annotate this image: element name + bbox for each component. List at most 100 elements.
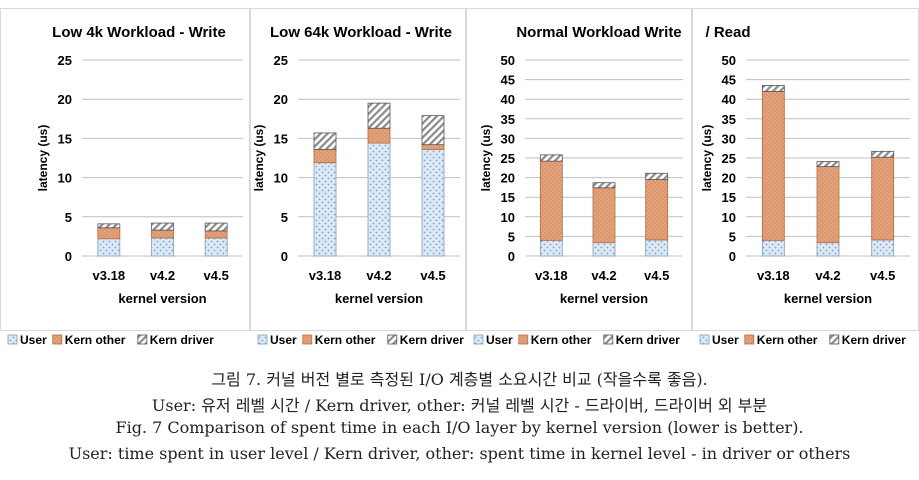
bar-segment-kern-other <box>761 90 785 241</box>
y-axis-label: latency (us) <box>479 125 493 192</box>
y-tick-label: 10 <box>58 171 72 186</box>
x-tick-label: v3.18 <box>309 268 342 283</box>
bar-segment-kern-driver <box>204 222 228 232</box>
y-tick-label: 25 <box>58 53 72 68</box>
bar-segment-kern-driver <box>592 182 616 189</box>
x-tick-label: v3.18 <box>93 268 126 283</box>
y-tick-label: 5 <box>65 210 72 225</box>
x-tick-label: v4.5 <box>644 268 669 283</box>
legend-label: Kern driver <box>842 333 906 347</box>
bar-segment-user <box>816 242 840 257</box>
bar-segment-user <box>539 239 563 257</box>
legend-label: Kern other <box>757 333 818 347</box>
legend-label: Kern other <box>315 333 376 347</box>
y-tick-label: 40 <box>501 92 515 107</box>
caption-english-legend-note: User: time spent in user level / Kern dr… <box>68 444 851 463</box>
y-tick-label: 0 <box>508 249 515 264</box>
user-legend-swatch-icon <box>699 334 710 345</box>
y-tick-label: 50 <box>501 53 515 68</box>
chart-panel-4: / Read 0 5 10 15 20 25 30 35 40 45 50 latency (us) v3… <box>692 8 919 347</box>
y-tick-label: 20 <box>58 92 72 107</box>
bar-segment-user <box>645 239 669 257</box>
y-tick-label: 5 <box>729 229 736 244</box>
caption-korean-legend-note: User: 유저 레벨 시간 / Kern driver, other: 커널 … <box>151 396 768 415</box>
bar-segment-user <box>97 238 121 257</box>
chart-panel-3: Normal Workload Write 0 5 10 15 20 25 30 35 40 45 5… <box>466 8 692 347</box>
chart-title: Low 64k Workload - Write <box>270 24 452 41</box>
chart-panel-border <box>0 8 250 331</box>
bar-segment-kern-driver <box>645 172 669 180</box>
y-tick-label: 30 <box>501 131 515 146</box>
x-tick-label: v3.18 <box>757 268 790 283</box>
y-tick-label: 15 <box>274 131 288 146</box>
legend-label: Kern driver <box>400 333 464 347</box>
y-tick-label: 10 <box>501 210 515 225</box>
bar-segment-kern-other <box>871 156 895 241</box>
y-tick-label: 25 <box>501 151 515 166</box>
user-legend-swatch-icon <box>257 334 268 345</box>
chart-title: / Read <box>705 24 750 41</box>
y-tick-label: 35 <box>501 112 515 127</box>
y-tick-label: 40 <box>722 92 736 107</box>
legend-label: User <box>270 333 297 347</box>
bar-segment-user <box>204 237 228 257</box>
legend-label: Kern driver <box>616 333 680 347</box>
caption-english-title: Fig. 7 Comparison of spent time in each … <box>115 418 804 437</box>
y-axis-label: latency (us) <box>252 125 266 192</box>
legend-label: User <box>486 333 513 347</box>
x-axis-label: kernel version <box>560 291 648 306</box>
bar-segment-kern-other <box>313 148 337 164</box>
y-tick-label: 10 <box>274 171 288 186</box>
bar-segment-kern-driver <box>871 150 895 158</box>
kern-other-legend-swatch-icon <box>518 334 529 345</box>
y-tick-label: 25 <box>274 53 288 68</box>
y-tick-label: 20 <box>501 171 515 186</box>
x-tick-label: v3.18 <box>535 268 568 283</box>
y-tick-label: 0 <box>65 249 72 264</box>
kern-other-legend-swatch-icon <box>52 334 63 345</box>
x-tick-label: v4.5 <box>870 268 895 283</box>
bar-segment-kern-other <box>204 230 228 239</box>
chart-panel-1: Low 4k Workload - Write 0 5 10 15 20 25 latency… <box>0 8 250 347</box>
charts-layer: Low 4k Workload - Write 0 5 10 15 20 25 latency… <box>0 8 919 347</box>
user-legend-swatch-icon <box>473 334 484 345</box>
bar-segment-kern-driver <box>367 102 391 129</box>
user-legend-swatch-icon <box>7 334 18 345</box>
bar-segment-user <box>151 237 174 257</box>
y-tick-label: 0 <box>729 249 736 264</box>
y-tick-label: 0 <box>281 249 288 264</box>
bar-segment-user <box>367 142 391 257</box>
chart-title: Low 4k Workload - Write <box>52 24 226 41</box>
bar-segment-kern-driver <box>97 223 121 229</box>
y-tick-label: 25 <box>722 151 736 166</box>
bar-segment-user <box>421 148 445 257</box>
bar-segment-kern-other <box>539 160 563 241</box>
bar-segment-kern-driver <box>151 222 174 231</box>
legend-label: User <box>20 333 47 347</box>
x-tick-label: v4.2 <box>150 268 175 283</box>
x-axis-label: kernel version <box>118 291 206 306</box>
legend-label: Kern other <box>65 333 126 347</box>
y-tick-label: 50 <box>722 53 736 68</box>
y-tick-label: 45 <box>722 73 736 88</box>
x-tick-label: v4.2 <box>591 268 616 283</box>
y-tick-label: 35 <box>722 112 736 127</box>
bar-segment-kern-driver <box>539 154 563 162</box>
bar-segment-kern-other <box>421 144 445 150</box>
y-tick-label: 5 <box>281 210 288 225</box>
bar-segment-kern-other <box>97 227 121 240</box>
x-tick-label: v4.2 <box>815 268 840 283</box>
legend-label: User <box>712 333 739 347</box>
bar-segment-user <box>871 239 895 257</box>
y-tick-label: 15 <box>722 190 736 205</box>
x-axis-label: kernel version <box>335 291 423 306</box>
bar-segment-user <box>761 239 785 257</box>
x-tick-label: v4.5 <box>420 268 445 283</box>
bar-segment-kern-driver <box>421 115 445 146</box>
chart-panel-border <box>466 8 692 331</box>
bar-segment-kern-other <box>592 187 616 244</box>
x-tick-label: v4.2 <box>366 268 391 283</box>
bar-segment-kern-other <box>645 179 669 241</box>
bar-segment-kern-other <box>151 229 174 239</box>
